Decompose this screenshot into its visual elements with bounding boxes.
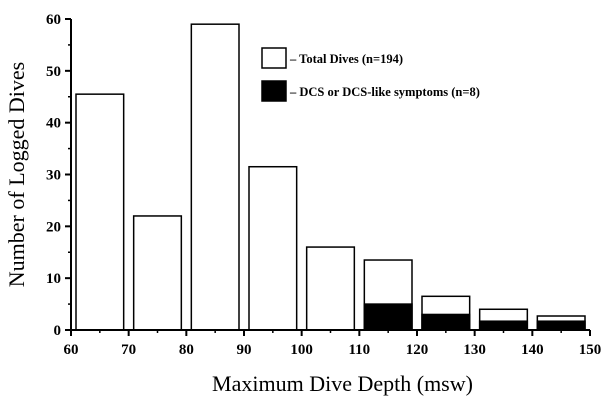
- y-tick-label: 10: [46, 271, 61, 287]
- y-axis-title: Number of Logged Dives: [4, 62, 29, 287]
- x-tick-label: 70: [121, 342, 136, 358]
- legend-swatch-total: [261, 47, 287, 69]
- bars-group: [75, 23, 586, 331]
- y-tick-label: 60: [46, 12, 61, 28]
- x-tick-label: 120: [406, 342, 429, 358]
- y-tick-label: 0: [54, 323, 62, 339]
- x-axis-title: Maximum Dive Depth (msw): [212, 371, 473, 396]
- y-tick-label: 30: [46, 168, 61, 184]
- legend-label-dcs: – DCS or DCS-like symptoms (n=8): [289, 85, 480, 99]
- x-tick-label: 110: [348, 342, 370, 358]
- total-dives-bar-100: [305, 246, 356, 331]
- total-dives-bar-90: [248, 165, 298, 331]
- legend-swatch-dcs: [261, 80, 287, 102]
- x-tick-label: 140: [521, 342, 544, 358]
- x-tick-label: 150: [579, 342, 602, 358]
- total-dives-bar-60: [75, 93, 125, 331]
- total-dives-bar-70: [132, 215, 183, 331]
- dcs-bar-130: [478, 320, 529, 331]
- total-dives-bar-80: [190, 23, 240, 331]
- legend-label-total: – Total Dives (n=194): [289, 52, 403, 66]
- dcs-bar-140: [536, 320, 586, 331]
- y-tick-label: 50: [46, 64, 61, 80]
- y-tick-label: 20: [46, 219, 61, 235]
- dcs-bar-110: [363, 303, 413, 331]
- x-tick-label: 80: [179, 342, 194, 358]
- dcs-bar-120: [421, 313, 471, 331]
- x-tick-label: 60: [64, 342, 79, 358]
- x-ticks: 60 70 80 90 100 110 120 130 140 150: [64, 330, 602, 358]
- legend: – Total Dives (n=194) – DCS or DCS-like …: [261, 47, 480, 102]
- y-ticks: 0 10 20 30 40 50 60: [46, 12, 71, 339]
- x-tick-label: 130: [463, 342, 486, 358]
- y-tick-label: 40: [46, 116, 61, 132]
- x-tick-label: 90: [237, 342, 252, 358]
- x-tick-label: 100: [290, 342, 313, 358]
